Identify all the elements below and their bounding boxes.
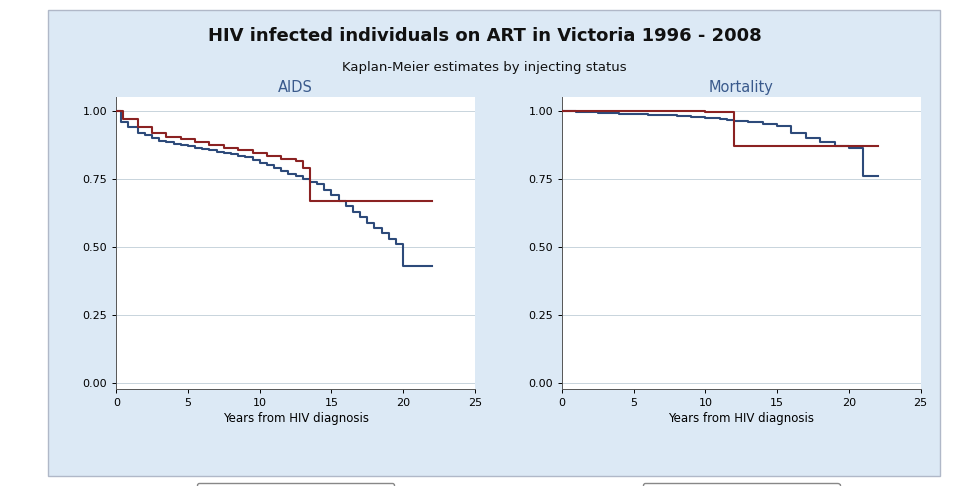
Text: Kaplan-Meier estimates by injecting status: Kaplan-Meier estimates by injecting stat…	[342, 61, 627, 74]
Text: HIV infected individuals on ART in Victoria 1996 - 2008: HIV infected individuals on ART in Victo…	[207, 27, 762, 45]
X-axis label: Years from HIV diagnosis: Years from HIV diagnosis	[669, 412, 814, 425]
Title: Mortality: Mortality	[709, 80, 773, 95]
Legend: Non-injectors, PWID: Non-injectors, PWID	[197, 483, 394, 486]
Legend: Non-injectors, PWID: Non-injectors, PWID	[642, 483, 840, 486]
X-axis label: Years from HIV diagnosis: Years from HIV diagnosis	[223, 412, 368, 425]
Title: AIDS: AIDS	[278, 80, 313, 95]
